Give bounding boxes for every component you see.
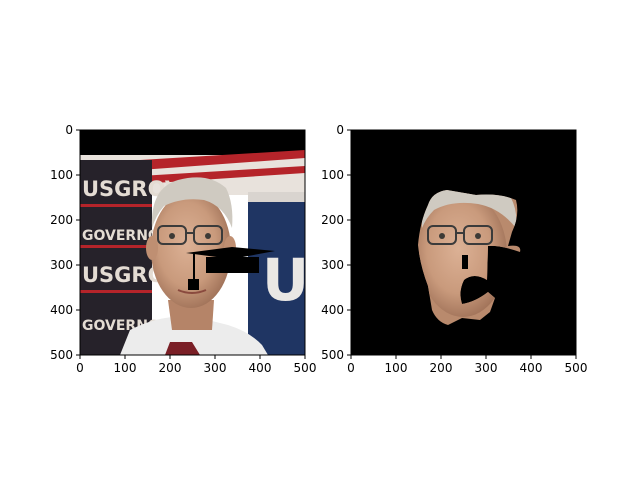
right-y-tick-label: 200 — [321, 213, 344, 227]
top-black-strip — [80, 130, 305, 155]
mouth — [177, 289, 207, 294]
right-y-tick-label: 500 — [321, 348, 344, 362]
glasses-lens — [193, 225, 223, 245]
right-x-tick-label: 100 — [385, 361, 408, 375]
eye — [439, 233, 445, 239]
eye — [475, 233, 481, 239]
graduation-cap-base — [206, 257, 259, 273]
eye — [169, 233, 175, 239]
red-tie — [165, 342, 200, 355]
right-x-tick-label: 200 — [430, 361, 453, 375]
red-stripe — [140, 150, 305, 170]
left-photo-panel: USGROVE GOVERNOR USGROVE GOVERNOR US — [50, 123, 351, 375]
left-x-tick-label: 300 — [204, 361, 227, 375]
hair — [151, 177, 233, 228]
right-x-tick-label: 500 — [565, 361, 588, 375]
right-y-tick-label: 100 — [321, 168, 344, 182]
right-x-tick-label: 300 — [475, 361, 498, 375]
graduation-cap-tassel — [188, 279, 199, 290]
left-y-tick-label: 200 — [50, 213, 73, 227]
right-masked-image — [351, 130, 576, 355]
banner-divider — [80, 245, 152, 248]
right-axes-frame — [350, 129, 577, 356]
blue-campaign-sign — [248, 192, 305, 355]
left-x-tick-label: 0 — [76, 361, 84, 375]
ear — [146, 236, 158, 260]
left-x-tick-label: 200 — [159, 361, 182, 375]
campaign-banner — [80, 160, 152, 355]
banner-divider — [80, 204, 152, 207]
left-y-tick-label: 100 — [50, 168, 73, 182]
left-axes-frame — [79, 129, 306, 356]
left-x-tick-label: 100 — [114, 361, 137, 375]
banner-divider — [80, 290, 152, 293]
right-x-tick-label: 400 — [520, 361, 543, 375]
left-y-tick-label: 300 — [50, 258, 73, 272]
left-x-tick-label: 500 — [294, 361, 317, 375]
eye — [205, 233, 211, 239]
left-y-tick-label: 400 — [50, 303, 73, 317]
right-y-tick-label: 300 — [321, 258, 344, 272]
hair — [421, 190, 517, 228]
left-x-tick-label: 400 — [249, 361, 272, 375]
left-photo-image: USGROVE GOVERNOR USGROVE GOVERNOR US — [80, 130, 351, 355]
left-y-tick-label: 500 — [50, 348, 73, 362]
face — [151, 192, 231, 308]
right-x-tick-label: 0 — [347, 361, 355, 375]
right-y-tick-label: 0 — [336, 123, 344, 137]
glasses-lens — [157, 225, 187, 245]
mask-notch — [462, 255, 468, 269]
left-y-tick-label: 0 — [65, 123, 73, 137]
neck — [168, 300, 214, 330]
graduation-cap-board — [186, 247, 275, 259]
glasses-lens — [427, 225, 457, 245]
sign-text: US — [262, 246, 351, 314]
white-shirt — [120, 316, 268, 355]
sign-top-edge — [248, 192, 305, 202]
right-y-tick-label: 400 — [321, 303, 344, 317]
glasses-lens — [463, 225, 493, 245]
